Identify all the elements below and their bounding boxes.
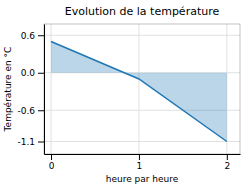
x-axis-line [45,154,241,155]
x-tick-label: 0 [49,161,55,171]
plot: 0 1 2 0.6 0.0 -0.6 -1.1 [17,24,240,171]
y-tick-label: -0.6 [17,106,35,116]
y-axis-title: Température en °C [3,47,13,133]
grid [44,24,240,154]
x-tick-mark [51,154,52,160]
x-tick: 2 [224,154,230,171]
y-tick: 0.0 [21,68,44,78]
x-axis-title: heure par heure [106,174,179,184]
y-tick-mark [38,110,44,111]
grid-line-x [138,24,139,154]
y-tick: -1.1 [17,137,44,147]
y-tick-label: 0.0 [21,68,36,78]
title: Evolution de la température [65,5,220,18]
area [51,42,227,142]
chart: 0 1 2 0.6 0.0 -0.6 -1.1 Evolution de la tempéra… [0,0,250,188]
y-tick-mark [38,35,44,36]
y-axis-line [44,25,45,155]
grid-line-y [44,141,240,142]
y-axis: 0.6 0.0 -0.6 -1.1 [17,25,44,155]
x-tick-label: 2 [224,161,230,171]
marks [51,42,227,142]
x-tick: 0 [49,154,55,171]
y-tick-mark [38,142,44,143]
line [51,42,227,142]
x-tick-mark [227,154,228,160]
grid-line-y [44,35,240,36]
x-tick-label: 1 [137,161,143,171]
x-axis: 0 1 2 [45,154,241,171]
y-tick: 0.6 [21,31,44,41]
y-tick: -0.6 [17,106,44,116]
y-tick-label: 0.6 [21,31,36,41]
plot-frame [44,24,240,154]
x-tick-mark [139,154,140,160]
y-tick-mark [38,73,44,74]
y-tick-label: -1.1 [17,137,35,147]
x-tick: 1 [137,154,143,171]
